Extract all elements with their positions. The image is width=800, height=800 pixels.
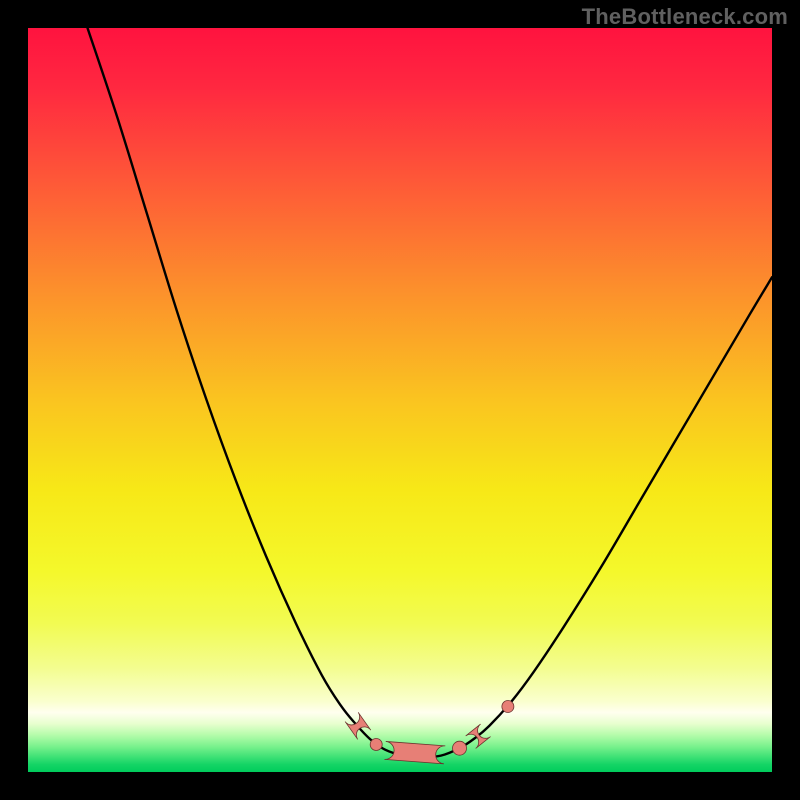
chart-container: TheBottleneck.com	[0, 0, 800, 800]
bead-3	[453, 741, 467, 755]
watermark-text: TheBottleneck.com	[582, 4, 788, 30]
bead-5	[502, 701, 514, 713]
plot-area	[28, 28, 772, 772]
bottleneck-chart	[0, 0, 800, 800]
bead-1	[370, 738, 382, 750]
